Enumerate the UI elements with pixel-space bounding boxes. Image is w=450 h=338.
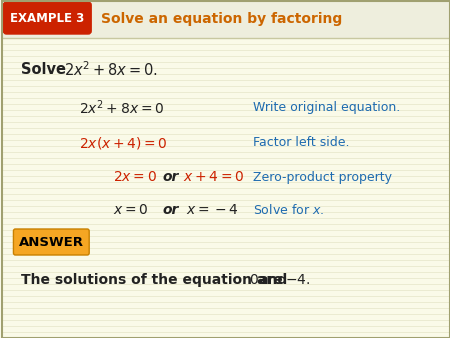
Text: or: or (163, 203, 179, 217)
Text: $2x^2 + 8x = 0$: $2x^2 + 8x = 0$ (79, 99, 164, 117)
FancyBboxPatch shape (4, 2, 91, 34)
Text: $x = 0$: $x = 0$ (113, 203, 148, 217)
Text: $2x(x + 4) = 0$: $2x(x + 4) = 0$ (79, 135, 168, 151)
Text: The solutions of the equation are: The solutions of the equation are (22, 273, 283, 287)
Text: Factor left side.: Factor left side. (252, 137, 349, 149)
Text: $x + 4 = 0$: $x + 4 = 0$ (183, 170, 244, 184)
Text: EXAMPLE 3: EXAMPLE 3 (10, 13, 85, 25)
Text: $2x^2 + 8x = 0.$: $2x^2 + 8x = 0.$ (64, 61, 158, 79)
Text: $0$: $0$ (249, 273, 258, 287)
Text: $x = -4$: $x = -4$ (186, 203, 238, 217)
Text: Write original equation.: Write original equation. (252, 101, 400, 115)
FancyBboxPatch shape (1, 0, 450, 38)
Text: ANSWER: ANSWER (19, 237, 84, 249)
Text: or: or (163, 170, 179, 184)
Text: and: and (259, 273, 288, 287)
Text: Solve for $x$.: Solve for $x$. (252, 203, 324, 217)
Text: Zero-product property: Zero-product property (252, 170, 392, 184)
Text: $-4.$: $-4.$ (284, 273, 310, 287)
Text: $2x = 0$: $2x = 0$ (113, 170, 157, 184)
Text: Solve: Solve (22, 63, 67, 77)
Text: Solve an equation by factoring: Solve an equation by factoring (101, 12, 342, 26)
FancyBboxPatch shape (14, 229, 89, 255)
